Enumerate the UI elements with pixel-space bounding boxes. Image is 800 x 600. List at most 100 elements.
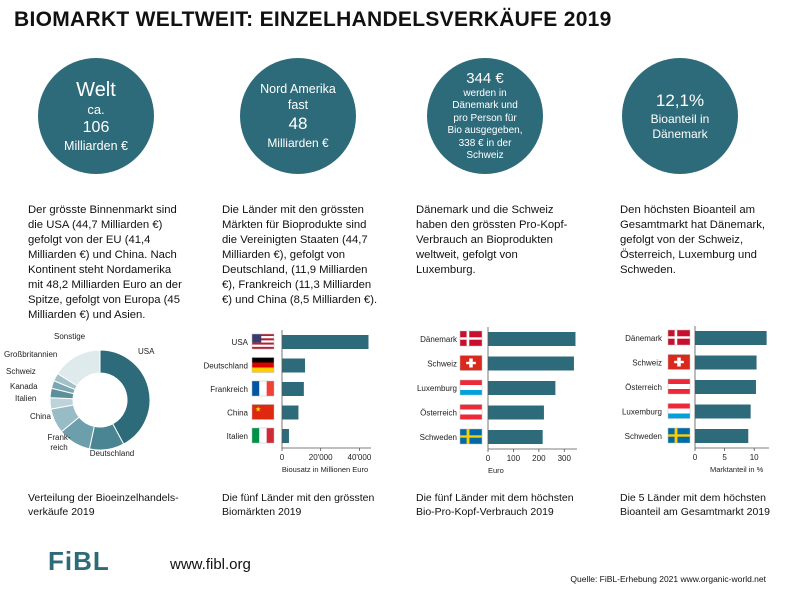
bar-luxemburg <box>695 404 751 419</box>
x-tick-label: 300 <box>558 454 572 463</box>
description-line: Verbrauch an Bioprodukten <box>416 234 553 246</box>
caption-line: Die 5 Länder mit dem höchsten <box>620 492 766 504</box>
caption-market-share: Die 5 Länder mit dem höchsten Bioanteil … <box>620 491 800 519</box>
description-line: Dänemark und die Schweiz <box>416 204 554 216</box>
flag-cn-icon: ★ <box>251 404 275 420</box>
caption-line: Die fünf Länder mit den grössten <box>222 492 375 504</box>
description-line: haben den grössten Pro-Kopf- <box>416 219 568 231</box>
bar-category-label: Schweden <box>420 433 457 442</box>
description-line: mit 48,2 Milliarden Euro an der <box>28 279 182 291</box>
flag-ch-icon <box>667 354 691 370</box>
bar-category-label: Schweiz <box>427 360 457 369</box>
caption-line: Bioanteil am Gesamtmarkt 2019 <box>620 506 770 518</box>
circle-line: Milliarden € <box>64 138 128 153</box>
bar-category-label: Österreich <box>420 409 457 418</box>
x-tick-label: 10 <box>750 453 759 462</box>
bar-frankreich <box>282 382 304 396</box>
bar-category-label: USA <box>232 338 249 347</box>
bar-schweiz <box>695 355 757 370</box>
svg-text:★: ★ <box>255 406 261 414</box>
description-line: €), Frankreich (11,3 Milliarden <box>222 279 372 291</box>
donut-label: Großbritannien <box>4 350 57 359</box>
source-note: Quelle: FiBL-Erhebung 2021 www.organic-w… <box>570 574 766 584</box>
bar-china <box>282 405 299 420</box>
donut-label: Frank- <box>47 433 70 442</box>
description-line: Schweden. <box>620 264 676 276</box>
circle-line: 12,1% <box>655 91 705 110</box>
caption-line: Die fünf Länder mit dem höchsten <box>416 492 574 504</box>
bar-category-label: Schweiz <box>632 359 662 368</box>
description-line: Luxemburg. <box>416 264 476 276</box>
bar-chart-market-share: Dänemark Schweiz Österreich Luxemburg Schwed… <box>622 326 769 474</box>
flag-de-icon <box>251 357 275 373</box>
circle-line: Milliarden € <box>267 136 329 150</box>
description-market-share: Den höchsten Bioanteil am Gesamtmarkt ha… <box>620 203 800 278</box>
bar-österreich <box>488 405 544 420</box>
x-tick-label: 200 <box>532 454 546 463</box>
description-line: gefolgt von der Schweiz, <box>620 234 744 246</box>
stat-circle-world: Welt ca. 106 Milliarden € <box>38 58 154 174</box>
description-line: Deutschland, (11,9 Milliarden <box>222 264 368 276</box>
x-axis-label: Marktanteil in % <box>710 465 764 474</box>
x-tick-label: 0 <box>280 453 285 462</box>
flag-it-icon <box>251 427 275 444</box>
circle-line: Bioanteil in <box>650 112 710 126</box>
description-line: Kontinent steht Nordamerika <box>28 264 172 276</box>
x-tick-label: 0 <box>693 453 698 462</box>
x-tick-label: 5 <box>722 453 727 462</box>
circle-line: Bio ausgegeben, <box>447 125 523 136</box>
circle-line: Dänemark <box>652 127 708 141</box>
description-line: gefolgt von der EU (41,4 <box>28 234 151 246</box>
donut-label: Deutschland <box>90 449 134 458</box>
description-per-capita: Dänemark und die Schweiz haben den gröss… <box>416 203 596 278</box>
donut-label: Kanada <box>10 382 38 391</box>
circle-line: 48 <box>288 114 308 133</box>
caption-donut: Verteilung der Bioeinzelhandels- verkäuf… <box>28 491 208 519</box>
bar-dänemark <box>488 332 576 346</box>
flag-ch-icon <box>459 355 483 371</box>
bar-chart-per-capita: Dänemark Schweiz Luxemburg Österreich Schwed… <box>417 327 577 475</box>
x-tick-label: 100 <box>507 454 521 463</box>
x-axis-label: Euro <box>488 466 504 475</box>
circle-line: 106 <box>82 118 110 136</box>
bar-category-label: Italien <box>227 432 248 441</box>
flag-se-icon <box>667 427 691 444</box>
caption-line: Biomärkten 2019 <box>222 506 302 518</box>
x-tick-label: 40'000 <box>348 453 372 462</box>
donut-slice-sonstige <box>56 349 101 387</box>
bar-category-label: Frankreich <box>210 385 248 394</box>
description-line: Die Länder mit den grössten <box>222 204 364 216</box>
flag-at-icon <box>667 378 691 395</box>
bar-category-label: Österreich <box>625 383 662 392</box>
description-line: Der grösste Binnenmarkt sind <box>28 204 177 216</box>
bar-deutschland <box>282 358 306 373</box>
flag-dk-icon <box>667 329 691 346</box>
x-tick-label: 0 <box>486 454 491 463</box>
stat-circle-north-america: Nord Amerika fast 48 Milliarden € <box>240 58 356 174</box>
caption-line: Bio-Pro-Kopf-Verbrauch 2019 <box>416 506 554 518</box>
donut-chart-retail-distribution: USA Deutschland Frank-reich China Italien Kan… <box>4 332 155 458</box>
description-line: die Vereinigten Staaten (44,7 <box>222 234 368 246</box>
description-line: Märkten für Bioprodukte sind <box>222 219 367 231</box>
circle-line: 338 € in der <box>458 137 512 149</box>
bar-luxemburg <box>488 381 556 395</box>
description-line: Milliarden €) und Asien. <box>28 309 146 321</box>
flag-se-icon <box>459 428 483 445</box>
flag-lu-icon <box>667 403 691 419</box>
flag-fr-icon <box>251 380 275 397</box>
bar-schweiz <box>488 356 574 371</box>
website-link[interactable]: www.fibl.org <box>170 556 251 573</box>
x-axis-label: Biousatz in Millionen Euro <box>282 465 368 474</box>
caption-largest-markets: Die fünf Länder mit den grössten Biomärk… <box>222 491 402 519</box>
description-line: Österreich, Luxemburg und <box>620 249 757 261</box>
stat-circle-per-capita: 344 € werden in Dänemark und pro Person … <box>427 58 543 174</box>
bar-category-label: Luxemburg <box>417 384 457 393</box>
bar-italien <box>282 429 289 443</box>
bar-category-label: Dänemark <box>625 334 663 343</box>
flag-at-icon <box>459 404 483 420</box>
bar-schweden <box>488 430 543 444</box>
donut-slice-usa <box>99 349 151 445</box>
description-line: Den höchsten Bioanteil am <box>620 204 756 216</box>
flag-lu-icon <box>459 379 483 396</box>
description-line: die USA (44,7 Milliarden €) <box>28 219 163 231</box>
